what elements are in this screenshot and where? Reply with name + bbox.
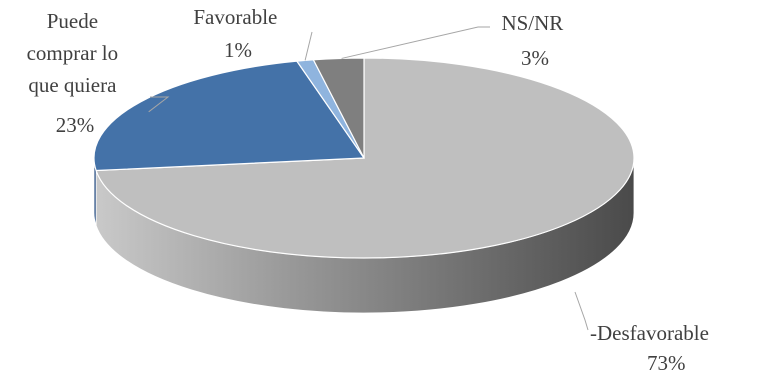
pie-slice-0 [95, 57, 635, 259]
slice-label-favorable: Favorable [193, 5, 277, 29]
label-puede-comprar: Puede comprar lo que quiera 23% [27, 9, 124, 137]
leader-desfavorable [574, 291, 589, 331]
label-favorable: Favorable 1% [193, 5, 282, 62]
slice-pct-desfavorable: 73% [647, 351, 686, 375]
slice-label-nsnr: NS/NR [501, 11, 563, 35]
slice-pct-puede: 23% [56, 113, 95, 137]
leader-puede [148, 96, 170, 113]
slice-pct-favorable: 1% [224, 38, 252, 62]
leader-nsnr [341, 26, 490, 59]
leader-favorable [304, 31, 313, 61]
slice-label-puede-line3: que quiera [28, 73, 117, 97]
pie-slice-3 [312, 57, 365, 159]
slice-label-desfavorable: -Desfavorable [590, 321, 709, 345]
label-desfavorable: -Desfavorable 73% [590, 321, 714, 375]
label-nsnr: NS/NR 3% [501, 11, 568, 70]
pie-slices [93, 57, 635, 259]
pie-slice-1 [93, 60, 366, 172]
leader-lines [148, 26, 589, 331]
slice-label-puede-line1: Puede [47, 9, 98, 33]
slice-label-puede-line2: comprar lo [27, 41, 119, 65]
slice-pct-nsnr: 3% [521, 46, 549, 70]
